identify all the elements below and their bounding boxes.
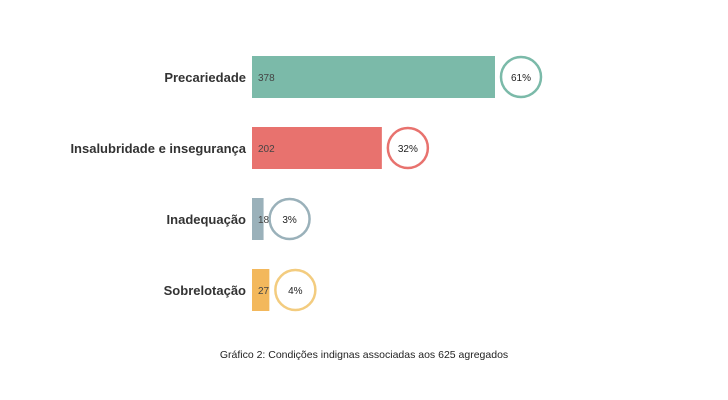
percent-label-3: 4%	[288, 286, 303, 297]
bar-0	[252, 56, 495, 98]
bar-1	[252, 127, 382, 169]
value-label-2: 18	[258, 215, 270, 226]
percent-label-0: 61%	[511, 73, 531, 84]
percent-label-2: 3%	[282, 215, 297, 226]
bar-2	[252, 198, 264, 240]
category-label-2: Inadequação	[167, 212, 247, 227]
percent-label-1: 32%	[398, 144, 418, 155]
category-label-3: Sobrelotação	[164, 283, 246, 298]
value-label-1: 202	[258, 144, 275, 155]
percent-ring-0	[499, 55, 543, 99]
value-label-0: 378	[258, 73, 275, 84]
category-label-0: Precariedade	[164, 70, 246, 85]
percent-ring-1	[386, 126, 430, 170]
value-label-3: 27	[258, 286, 270, 297]
chart-caption: Gráfico 2: Condições indignas associadas…	[219, 349, 509, 361]
category-label-1: Insalubridade e insegurança	[70, 141, 246, 156]
percent-ring-3	[274, 268, 317, 312]
chart-svg: Precariedade 378 61% Insalubridade e insegu…	[70, 55, 543, 312]
percent-ring-2	[268, 197, 311, 241]
bar-3	[252, 269, 270, 311]
